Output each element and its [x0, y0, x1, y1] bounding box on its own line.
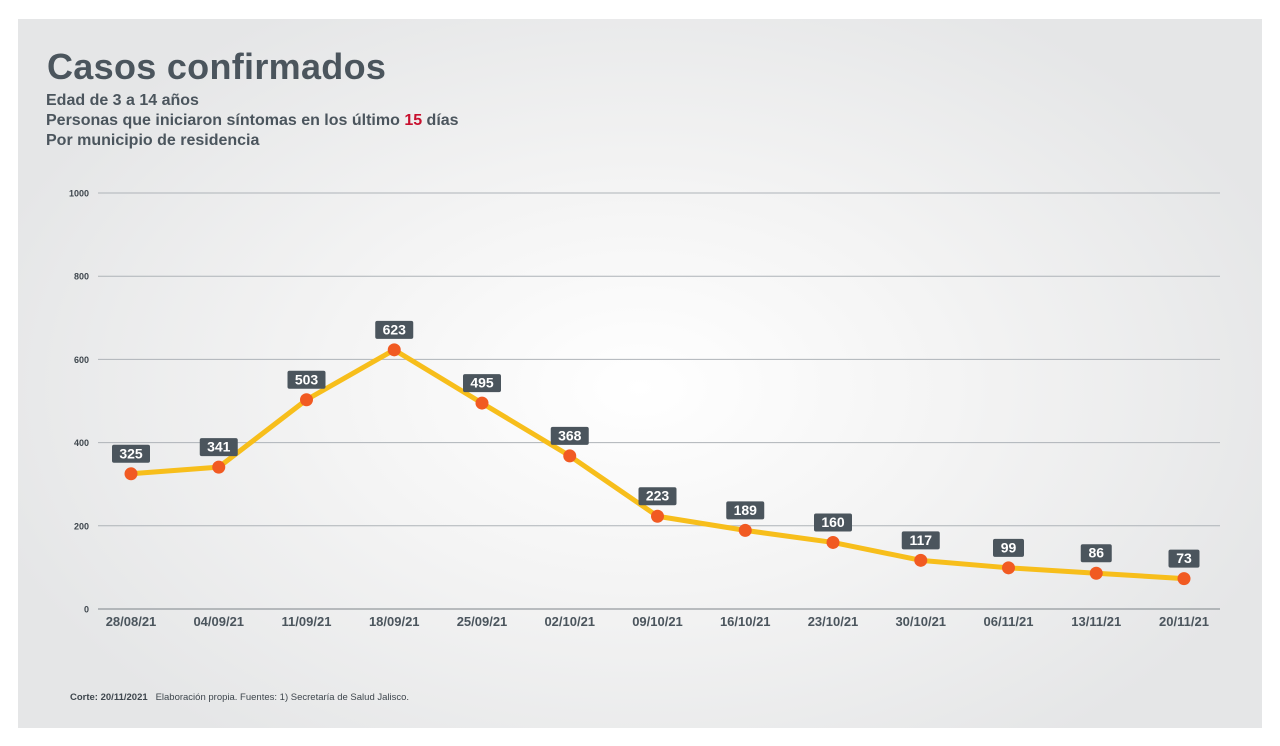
y-tick-label: 1000: [69, 189, 89, 199]
data-label: 160: [821, 514, 845, 530]
x-tick-label: 09/10/21: [632, 614, 683, 629]
footer-source-note: Elaboración propia. Fuentes: 1) Secretar…: [155, 692, 410, 703]
data-label: 189: [734, 502, 758, 518]
data-label: 495: [470, 375, 494, 391]
data-label-box: [463, 374, 501, 393]
data-label: 503: [295, 371, 319, 387]
data-label-box: [1080, 544, 1112, 563]
data-label-box: [1168, 549, 1200, 568]
subtitle-age-range: Edad de 3 a 14 años: [46, 92, 199, 109]
chart-panel: [18, 19, 1262, 728]
footer-cut-date: Corte: 20/11/2021: [70, 692, 148, 703]
subtitle-municipality: Por municipio de residencia: [46, 132, 260, 149]
data-point: [1002, 561, 1015, 575]
x-tick-label: 13/11/21: [1071, 614, 1121, 629]
data-label-box: [638, 487, 677, 506]
x-tick-label: 04/09/21: [193, 614, 244, 629]
data-point: [826, 535, 840, 549]
x-axis-ticks: 28/08/21 04/09/21 11/09/21 18/09/21 25/09/21…: [106, 614, 1209, 629]
subtitle-days-count: 15: [404, 112, 423, 129]
subtitle-symptom-text: Personas que iniciaron síntomas en los ú…: [46, 112, 405, 129]
x-tick-label: 30/10/21: [895, 614, 946, 629]
y-tick-label: 600: [74, 355, 89, 365]
data-label: 623: [383, 321, 407, 337]
y-gridlines: [98, 192, 1220, 610]
data-label: 223: [646, 488, 670, 504]
y-tick-label: 0: [84, 605, 89, 615]
data-point: [738, 523, 752, 537]
chart-title: Casos confirmados: [47, 46, 387, 87]
x-tick-label: 23/10/21: [808, 614, 859, 629]
data-point: [300, 393, 313, 407]
y-tick-label: 800: [74, 272, 89, 282]
data-point: [1177, 572, 1191, 586]
data-point: [212, 460, 226, 474]
data-label-box: [901, 531, 940, 550]
data-label-box: [814, 513, 852, 532]
data-label-box: [375, 320, 414, 339]
y-axis-ticks: 0 200 400 600 800 1000: [69, 189, 89, 615]
data-point: [475, 396, 489, 410]
source-footer: Corte: 20/11/2021 Elaboración propia. Fu…: [70, 692, 409, 703]
data-points: [124, 343, 1191, 586]
y-tick-label: 400: [74, 438, 89, 448]
x-tick-label: 11/09/21: [282, 614, 332, 629]
x-tick-label: 18/09/21: [369, 614, 420, 629]
data-point: [387, 343, 401, 357]
x-tick-label: 28/08/21: [106, 614, 157, 629]
data-label: 86: [1088, 545, 1104, 561]
x-tick-label: 20/11/21: [1159, 614, 1209, 629]
data-label-box: [199, 438, 238, 457]
y-tick-label: 200: [74, 521, 89, 531]
data-point: [124, 467, 138, 481]
data-label: 73: [1176, 550, 1192, 566]
data-label: 341: [207, 439, 231, 455]
data-label: 325: [119, 445, 143, 461]
data-point: [651, 509, 664, 523]
x-tick-label: 06/11/21: [984, 614, 1034, 629]
data-point: [914, 553, 928, 567]
data-label-box: [993, 538, 1024, 557]
data-point: [1089, 566, 1103, 580]
x-tick-label: 16/10/21: [720, 614, 771, 629]
data-label: 117: [909, 532, 932, 548]
data-label-box: [550, 426, 589, 445]
data-label-box: [287, 370, 326, 389]
subtitle-days-unit: días: [422, 112, 459, 129]
data-labels: 325 341 503 623 495 368 223 189 160 117 99 86 73: [112, 320, 1200, 568]
data-label: 368: [558, 427, 582, 443]
data-point: [563, 449, 577, 463]
data-label-box: [112, 444, 150, 463]
data-label-box: [726, 501, 765, 520]
x-tick-label: 02/10/21: [544, 614, 595, 629]
data-label: 99: [1001, 539, 1017, 555]
subtitle-symptom-window: Personas que iniciaron síntomas en los ú…: [46, 112, 459, 130]
x-tick-label: 25/09/21: [457, 614, 508, 629]
